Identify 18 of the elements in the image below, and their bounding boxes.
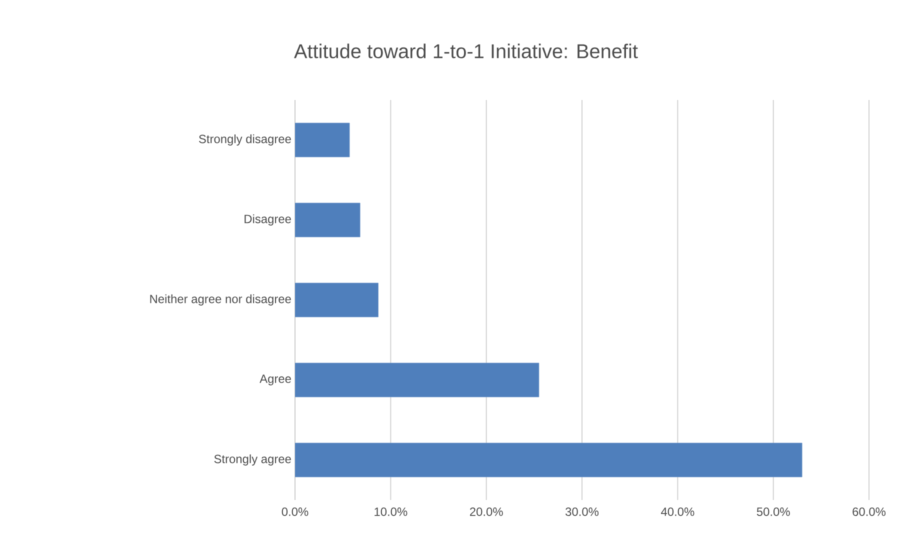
x-tick-label: 0.0% [282, 508, 308, 516]
chart-title: Attitude toward 1-to-1 Initiative: Benefit [294, 44, 638, 58]
bar [295, 122, 350, 158]
bar [295, 282, 378, 318]
y-tick-label: Neither agree nor disagree [150, 294, 291, 306]
bar [295, 442, 802, 478]
x-tick-label: 60.0% [852, 508, 886, 516]
x-tick-label: 20.0% [470, 508, 503, 516]
bar [295, 202, 360, 238]
x-tick-label: 10.0% [374, 508, 408, 516]
y-tick-label: Agree [260, 374, 291, 386]
x-tick-label: 50.0% [756, 508, 790, 516]
x-tick-label: 40.0% [661, 508, 694, 516]
x-tick-label: 30.0% [566, 508, 599, 516]
y-tick-label: Disagree [244, 214, 291, 226]
y-tick-label: Strongly agree [214, 454, 291, 466]
y-tick-label: Strongly disagree [198, 134, 291, 146]
bar [295, 362, 540, 398]
